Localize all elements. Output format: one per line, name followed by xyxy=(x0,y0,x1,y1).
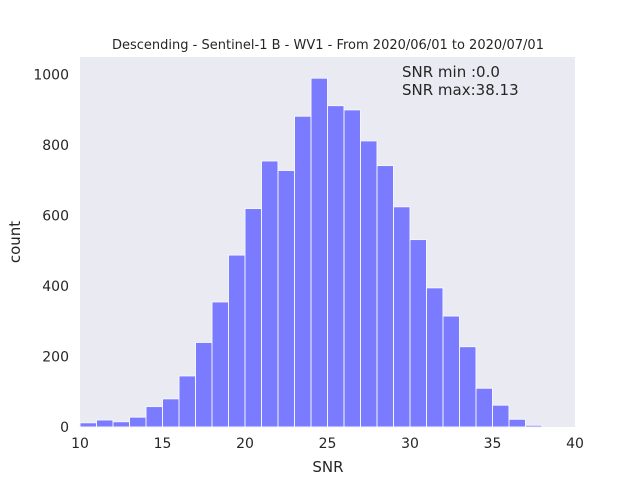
histogram-bar xyxy=(228,254,246,428)
x-tick-label: 20 xyxy=(236,436,254,452)
y-tick-label: 0 xyxy=(60,420,69,436)
histogram-bar xyxy=(162,398,180,428)
histogram-bar xyxy=(195,341,213,428)
y-axis-ticks: 0 200 400 600 800 1000 xyxy=(33,68,69,436)
histogram-bar xyxy=(79,422,97,428)
histogram-bar xyxy=(261,160,279,428)
histogram-bar xyxy=(492,404,510,428)
histogram-bar xyxy=(442,315,460,428)
histogram-bar xyxy=(310,77,328,428)
histogram-bar xyxy=(508,418,526,428)
bars-group xyxy=(79,77,543,428)
histogram-bar xyxy=(145,406,163,428)
histogram-bar xyxy=(475,387,493,428)
x-tick-label: 40 xyxy=(566,436,584,452)
histogram-bar xyxy=(112,421,130,428)
histogram-bar xyxy=(426,287,444,428)
x-tick-label: 25 xyxy=(319,436,337,452)
snr-max-annotation: SNR max:38.13 xyxy=(402,81,519,99)
x-tick-label: 30 xyxy=(401,436,419,452)
chart-title: Descending - Sentinel-1 B - WV1 - From 2… xyxy=(112,38,544,53)
histogram-bar xyxy=(129,416,147,428)
histogram-bar xyxy=(360,140,378,428)
y-tick-label: 600 xyxy=(42,209,69,225)
snr-min-annotation: SNR min :0.0 xyxy=(402,63,500,81)
histogram-bar xyxy=(327,105,345,428)
histogram-bar xyxy=(343,109,361,428)
histogram-bar xyxy=(393,206,411,428)
x-tick-label: 10 xyxy=(71,436,89,452)
x-tick-label: 35 xyxy=(484,436,502,452)
y-tick-label: 1000 xyxy=(33,68,69,84)
histogram-bar xyxy=(294,115,312,428)
y-axis-label: count xyxy=(6,221,24,263)
histogram-bar xyxy=(409,239,427,428)
histogram-bar xyxy=(459,346,477,428)
y-tick-label: 200 xyxy=(42,350,69,366)
histogram-bar xyxy=(96,419,114,428)
histogram-bar xyxy=(376,165,394,428)
histogram-bar xyxy=(178,375,196,428)
histogram-bar xyxy=(525,424,543,428)
histogram-bar xyxy=(244,208,262,428)
y-tick-label: 800 xyxy=(42,138,69,154)
x-tick-label: 15 xyxy=(154,436,172,452)
x-axis-label: SNR xyxy=(312,458,343,476)
y-tick-label: 400 xyxy=(42,279,69,295)
histogram-bar xyxy=(211,301,229,428)
histogram-bar xyxy=(277,169,295,428)
x-axis-ticks: 10 15 20 25 30 35 40 xyxy=(71,436,584,452)
